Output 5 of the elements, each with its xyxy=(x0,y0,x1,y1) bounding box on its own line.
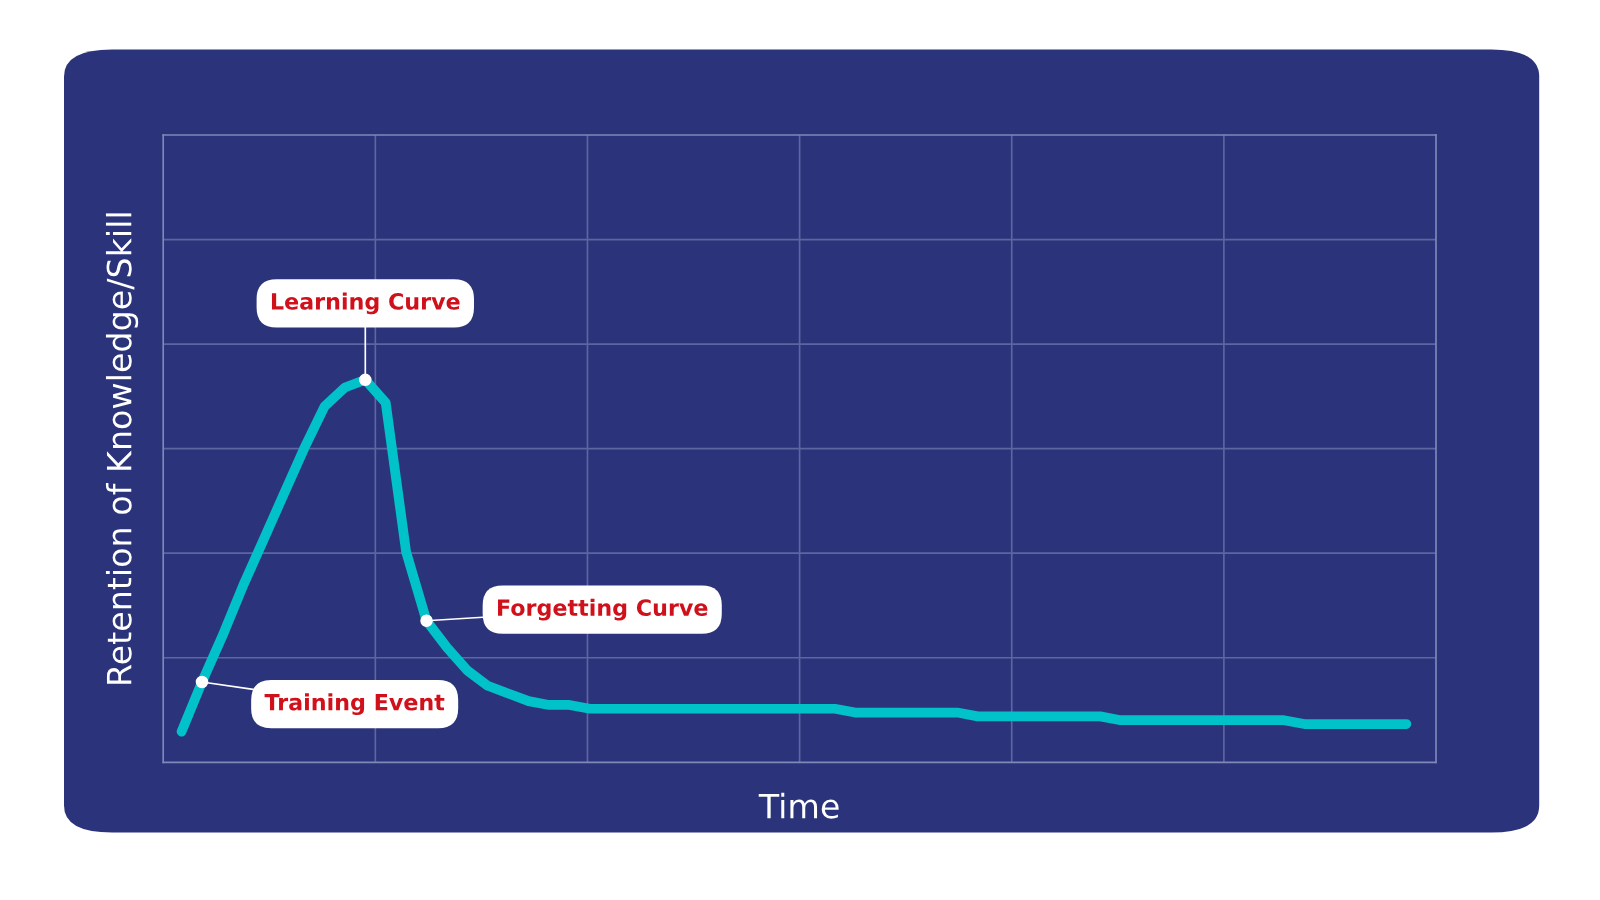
text: Learning Curve xyxy=(271,292,460,315)
y-axis-title: Retention of Knowledge/Skill xyxy=(105,213,139,684)
annotation: Forgetting Curve xyxy=(498,598,708,621)
x-axis-title: Time xyxy=(758,792,839,819)
annotation: Training Event xyxy=(264,693,445,716)
